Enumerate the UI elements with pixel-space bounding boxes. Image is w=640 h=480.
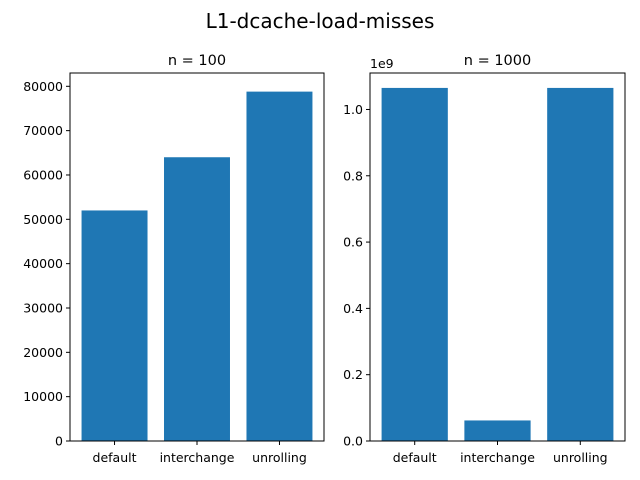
bar-unrolling bbox=[547, 88, 613, 441]
x-tick-label: default bbox=[93, 450, 137, 465]
y-tick-label: 20000 bbox=[23, 345, 63, 360]
y-tick-label: 10000 bbox=[23, 389, 63, 404]
y-tick-label: 30000 bbox=[23, 300, 63, 315]
y-tick-label: 0.0 bbox=[343, 434, 363, 449]
bar-default bbox=[382, 88, 448, 441]
bar-unrolling bbox=[246, 92, 312, 441]
bar-default bbox=[82, 210, 148, 441]
x-tick-label: default bbox=[393, 450, 437, 465]
figure-title: L1-dcache-load-misses bbox=[206, 9, 435, 33]
y-tick-label: 50000 bbox=[23, 212, 63, 227]
chart-title: n = 100 bbox=[168, 53, 226, 69]
chart-title: n = 1000 bbox=[464, 53, 531, 69]
y-tick-label: 0.4 bbox=[343, 301, 363, 316]
x-tick-label: interchange bbox=[160, 450, 235, 465]
y-tick-label: 0.8 bbox=[343, 168, 363, 183]
y-tick-label: 0.2 bbox=[343, 367, 363, 382]
y-axis-offset-label: 1e9 bbox=[370, 56, 394, 71]
x-tick-label: unrolling bbox=[553, 450, 608, 465]
chart-panel-n-1000: n = 1000 1e9 default interchange unrolling… bbox=[343, 53, 625, 465]
y-tick-label: 1.0 bbox=[343, 102, 363, 117]
y-tick-label: 0 bbox=[55, 434, 63, 449]
bar-interchange bbox=[164, 157, 230, 441]
y-tick-label: 80000 bbox=[23, 79, 63, 94]
y-tick-label: 0.6 bbox=[343, 235, 363, 250]
y-tick-label: 70000 bbox=[23, 123, 63, 138]
x-tick-label: unrolling bbox=[252, 450, 307, 465]
y-tick-label: 40000 bbox=[23, 256, 63, 271]
y-tick-label: 60000 bbox=[23, 167, 63, 182]
bar-interchange bbox=[464, 420, 530, 441]
chart-panel-n-100: n = 100 default interchange unrolling 0 1000… bbox=[23, 53, 324, 465]
x-tick-label: interchange bbox=[460, 450, 535, 465]
